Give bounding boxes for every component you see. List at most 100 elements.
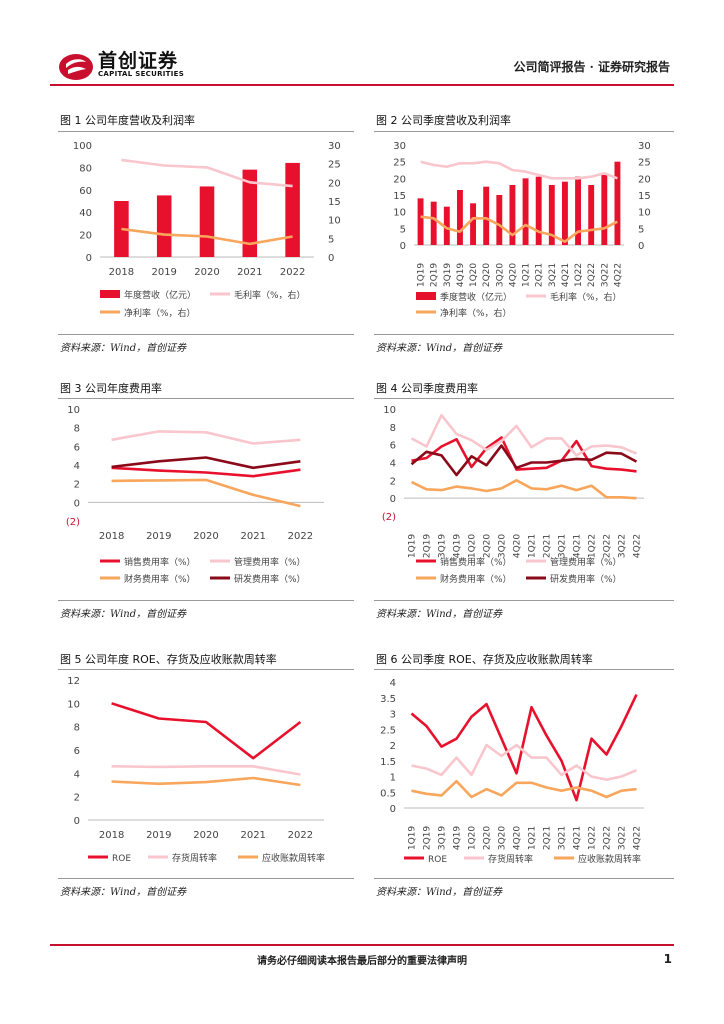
y2-tick-label: 5 xyxy=(328,234,334,245)
x-tick-label: 4Q22 xyxy=(613,263,623,287)
y2-tick-label: 20 xyxy=(328,178,341,189)
legend-label: 财务费用率（%） xyxy=(440,573,512,585)
legend-label: 净利率（%，右） xyxy=(440,307,512,319)
figure-3-title: 图 3 公司年度费用率 xyxy=(60,382,162,395)
y-tick-label: 0 xyxy=(400,241,406,252)
x-tick-label: 2Q22 xyxy=(603,826,613,850)
x-tick-label: 4Q21 xyxy=(573,534,583,558)
logo-english-name: CAPITAL SECURITIES xyxy=(98,70,185,78)
y-tick-label: 0 xyxy=(390,804,396,815)
bar-1Q20 xyxy=(470,203,477,245)
y-tick-label: 4 xyxy=(74,769,80,780)
y-tick-label: 4 xyxy=(390,459,396,470)
series-line-1 xyxy=(411,743,638,781)
x-tick-label: 2Q22 xyxy=(587,263,597,287)
y-tick-label: 80 xyxy=(79,163,92,174)
x-tick-label: 4Q20 xyxy=(508,263,518,288)
legend-label: 研发费用率（%） xyxy=(234,573,306,585)
y-tick-label: 10 xyxy=(393,208,406,219)
y-tick-label: 6 xyxy=(390,441,396,452)
x-tick-label: 3Q21 xyxy=(558,534,568,558)
x-tick-label: 2018 xyxy=(99,531,124,542)
x-tick-label: 2019 xyxy=(146,830,171,841)
x-tick-label: 2Q20 xyxy=(482,263,492,288)
y-tick-label-negative: (2) xyxy=(382,512,396,523)
x-tick-label: 2021 xyxy=(237,267,262,278)
x-tick-label: 2022 xyxy=(288,531,313,542)
figure-2-top-rule xyxy=(374,131,674,132)
bar-2Q21 xyxy=(535,176,542,245)
y-tick-label: 40 xyxy=(79,208,92,219)
legend-label: 净利率（%，右） xyxy=(124,307,196,319)
legend-label: 应收账款周转率 xyxy=(262,852,325,864)
x-tick-label: 2020 xyxy=(193,830,218,841)
x-tick-label: 2020 xyxy=(193,531,218,542)
figure-5-bottom-rule xyxy=(58,878,354,879)
x-tick-label: 2022 xyxy=(280,267,305,278)
y2-tick-label: 10 xyxy=(638,208,651,219)
report-type: 公司简评报告 · 证券研究报告 xyxy=(513,60,670,74)
y-tick-label: 25 xyxy=(393,158,406,169)
x-tick-label: 2Q21 xyxy=(535,263,545,287)
y2-tick-label: 20 xyxy=(638,174,651,185)
bar-3Q19 xyxy=(443,206,450,245)
legend-label: 年度营收（亿元） xyxy=(124,289,196,301)
figure-3-source: 资料来源：Wind，首创证券 xyxy=(60,609,187,620)
x-tick-label: 2019 xyxy=(151,267,176,278)
y-tick-label: 3 xyxy=(390,710,396,721)
x-tick-label: 4Q19 xyxy=(456,263,466,288)
x-tick-label: 1Q22 xyxy=(588,534,598,558)
bar-4Q22 xyxy=(614,161,621,245)
chart-quarterly-revenue-margin: 0 5 10 15 20 25 30 0 5 10 15 20 25 30 1Q19 2Q19 3Q19 4Q19… xyxy=(393,141,651,319)
bar-3Q22 xyxy=(601,175,608,245)
figure-3-top-rule xyxy=(58,398,354,399)
legend-label: 季度营收（亿元） xyxy=(440,291,512,303)
x-tick-label: 1Q20 xyxy=(469,263,479,288)
y-tick-label: 10 xyxy=(67,699,80,710)
y-tick-label-negative: (2) xyxy=(66,517,80,528)
y-tick-label: 5 xyxy=(400,224,406,235)
bar-1Q19 xyxy=(417,198,424,245)
x-tick-label: 2021 xyxy=(240,830,265,841)
bar-4Q19 xyxy=(456,190,463,245)
x-tick-label: 2Q20 xyxy=(483,826,493,851)
footer-divider xyxy=(50,944,674,946)
y-tick-label: 6 xyxy=(74,746,80,757)
x-tick-label: 4Q22 xyxy=(633,826,643,850)
y-tick-label: 0 xyxy=(74,498,80,509)
series-line-1 xyxy=(111,765,301,776)
series-line-0 xyxy=(420,160,618,180)
series-line-0 xyxy=(111,466,301,478)
x-tick-label: 2Q21 xyxy=(543,534,553,558)
series-line-2 xyxy=(411,779,637,799)
legend-label: 毛利率（%，右） xyxy=(550,291,622,303)
y2-tick-label: 5 xyxy=(638,224,644,235)
x-tick-label: 3Q22 xyxy=(618,534,628,558)
series-line-0 xyxy=(121,158,293,188)
figure-6-source: 资料来源：Wind，首创证券 xyxy=(376,887,503,898)
y-tick-label: 15 xyxy=(393,191,406,202)
x-tick-label: 3Q20 xyxy=(498,826,508,851)
bar-2Q22 xyxy=(588,185,595,245)
bar-3Q20 xyxy=(496,195,503,245)
bar-2021 xyxy=(242,169,258,257)
x-tick-label: 4Q21 xyxy=(561,263,571,287)
series-line-3 xyxy=(111,456,301,470)
x-tick-label: 3Q20 xyxy=(498,534,508,559)
x-tick-label: 3Q19 xyxy=(438,826,448,851)
y2-tick-label: 0 xyxy=(328,253,334,264)
legend-label: 研发费用率（%） xyxy=(550,573,622,585)
y-tick-label: 20 xyxy=(79,231,92,242)
figure-5-title: 图 5 公司年度 ROE、存货及应收账款周转率 xyxy=(60,653,277,666)
legend-label: 应收账款周转率 xyxy=(578,853,641,865)
series-line-2 xyxy=(410,479,637,500)
legend-label: 销售费用率（%） xyxy=(440,556,512,568)
y-tick-label: 2 xyxy=(74,480,80,491)
x-tick-label: 1Q21 xyxy=(528,534,538,558)
bar-4Q21 xyxy=(561,181,568,245)
figure-3-bottom-rule xyxy=(58,600,354,601)
y-tick-label: 2.5 xyxy=(380,725,396,736)
series-line-1 xyxy=(121,227,293,246)
y-tick-label: 60 xyxy=(79,186,92,197)
x-tick-label: 2Q19 xyxy=(423,534,433,559)
